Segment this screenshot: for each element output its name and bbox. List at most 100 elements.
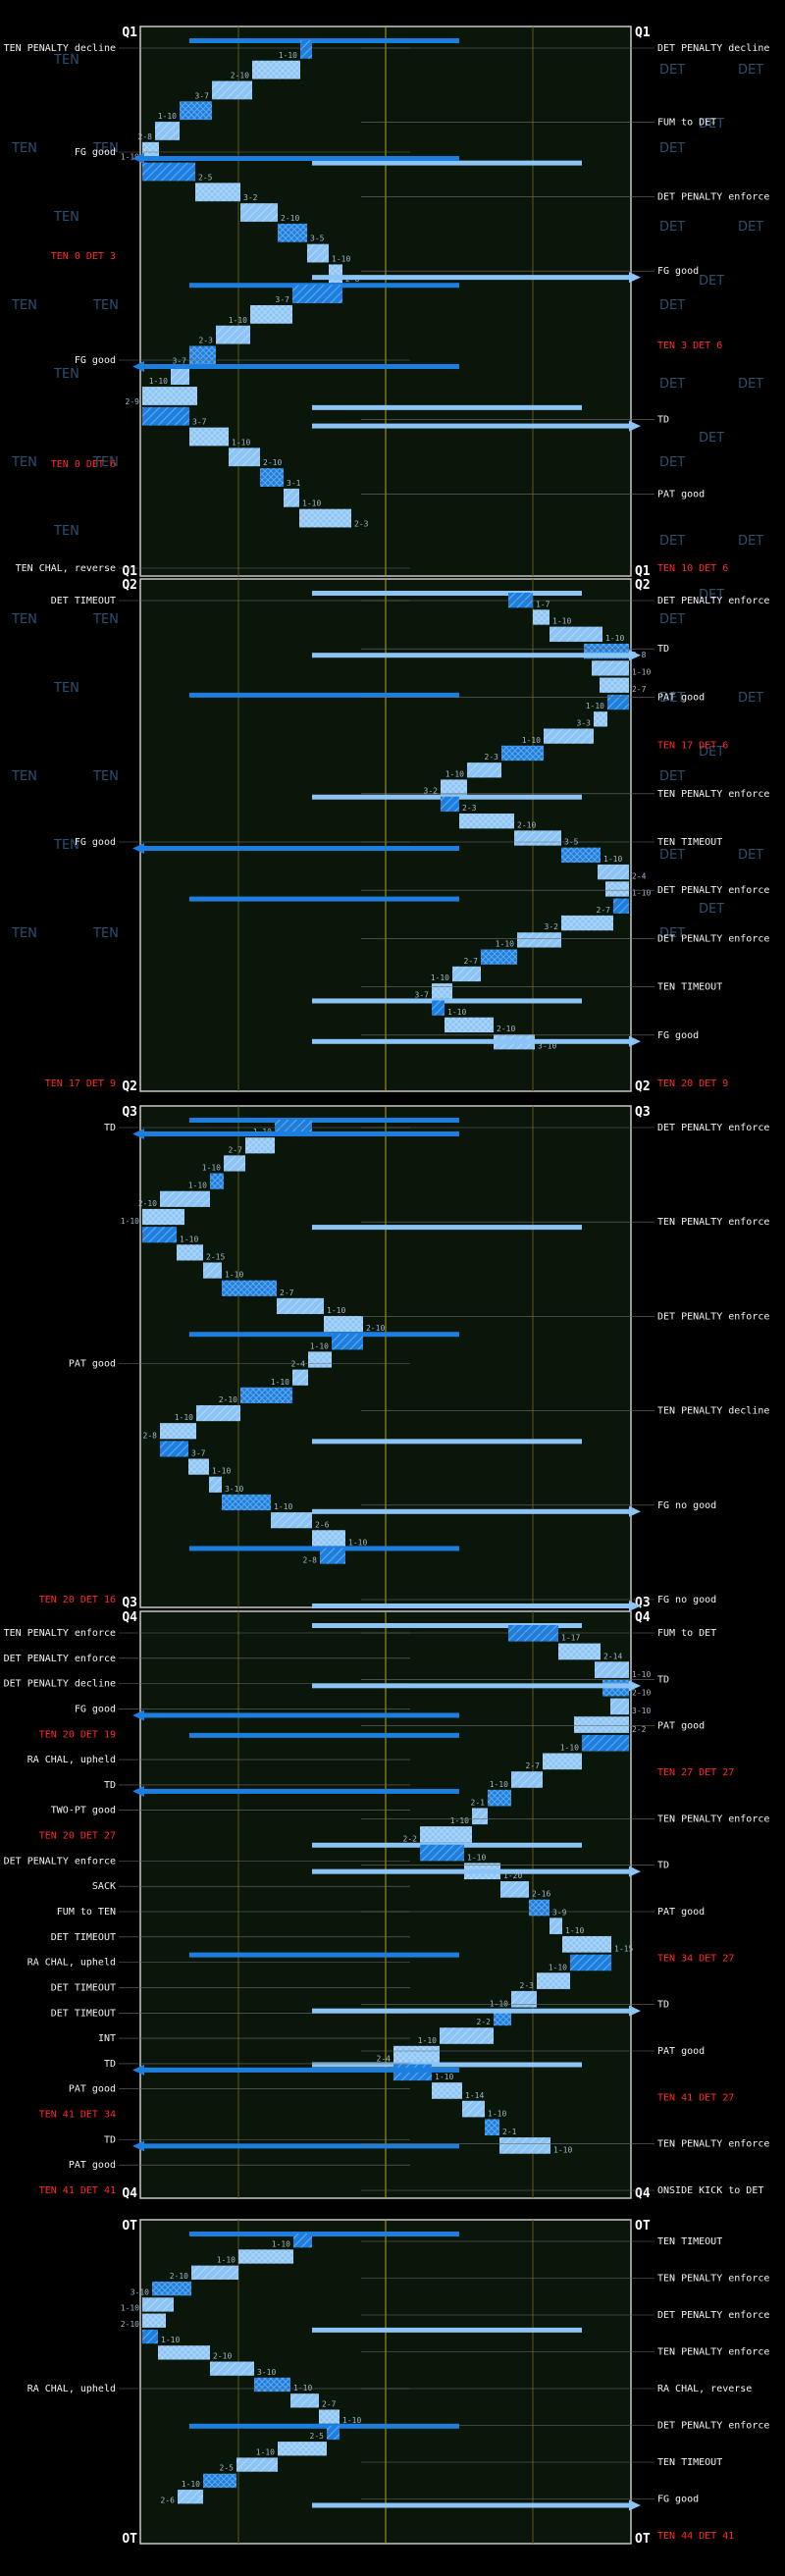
quarter-label: OT — [635, 2219, 651, 2234]
down-distance-label: 1-10 — [632, 1670, 651, 1679]
play-bar-pattern — [598, 864, 629, 880]
event-label: TEN CHAL, reverse — [16, 563, 116, 574]
event-label: TEN PENALTY enforce — [657, 1814, 769, 1824]
down-distance-label: 1-10 — [158, 112, 177, 121]
quarter-label: Q3 — [635, 1596, 651, 1610]
down-distance-label: 2-10 — [632, 1689, 651, 1698]
play-bar-pattern — [485, 2119, 499, 2136]
down-distance-label: 1-10 — [605, 634, 624, 643]
play-bar-pattern — [196, 1404, 240, 1422]
quarter-q3: Q3 Q3 Q3 Q3 1-10 2-7 1-10 1-10 2-10 1-10 1-10 2-15 1… — [39, 1105, 769, 1611]
watermark-team-right: DET — [699, 588, 724, 603]
event-label: FG no good — [657, 1500, 716, 1511]
event-label: TEN TIMEOUT — [657, 2457, 722, 2468]
play-bar-pattern — [550, 1918, 562, 1934]
play-bar-pattern — [299, 508, 351, 528]
score-label: TEN 20 DET 16 — [39, 1595, 116, 1605]
down-distance-label: 2-16 — [532, 1890, 550, 1899]
down-distance-label: 2-7 — [526, 1761, 541, 1770]
play-bar-pattern — [613, 898, 629, 914]
play-bar-pattern — [254, 2377, 290, 2392]
play-bar-pattern — [420, 1826, 472, 1843]
watermark-team-left: TEN — [92, 141, 119, 156]
down-distance-label: 1-10 — [552, 617, 571, 626]
possession-bar — [189, 1332, 459, 1338]
possession-bar — [312, 2062, 582, 2068]
possession-bar — [189, 1732, 459, 1738]
play-bar-pattern — [160, 1190, 210, 1207]
event-label: TD — [104, 2059, 116, 2070]
down-distance-label: 2-7 — [597, 906, 611, 915]
play-bar-pattern — [308, 1351, 332, 1368]
down-distance-label: 3-2 — [243, 193, 258, 202]
play-bar-pattern — [224, 1155, 245, 1172]
possession-bar — [312, 2327, 582, 2333]
event-label: DET PENALTY enforce — [657, 1123, 769, 1133]
play-bar-pattern — [501, 745, 544, 762]
quarter-label: Q4 — [122, 1610, 137, 1625]
watermark-team-left: TEN — [92, 455, 119, 470]
play-bar-pattern — [250, 305, 292, 324]
score-arrow — [132, 153, 144, 164]
play-bar-pattern — [499, 2137, 550, 2154]
event-label: FG good — [657, 1030, 699, 1041]
down-distance-label: 3-7 — [415, 990, 430, 999]
play-bar-pattern — [222, 1280, 277, 1296]
play-bar-pattern — [152, 2281, 191, 2296]
down-distance-label: 2-4 — [377, 2054, 392, 2063]
down-distance-label: 3-1 — [287, 479, 301, 488]
down-distance-label: 1-10 — [149, 377, 168, 386]
down-distance-label: 2-8 — [303, 1556, 318, 1565]
event-label: DET PENALTY enforce — [657, 933, 769, 944]
down-distance-label: 1-10 — [418, 2036, 437, 2045]
down-distance-label: 2-15 — [206, 1252, 225, 1261]
down-distance-label: 1-10 — [121, 2304, 139, 2313]
event-label: FG good — [75, 355, 116, 366]
quarter-label: Q1 — [635, 26, 651, 40]
play-bar-pattern — [462, 2100, 485, 2118]
play-bar-pattern — [160, 1423, 196, 1440]
play-bar-pattern — [500, 1881, 529, 1898]
down-distance-label: 2-7 — [229, 1145, 243, 1154]
possession-bar — [312, 1225, 582, 1231]
play-bar-pattern — [467, 762, 501, 778]
watermark-team-left: TEN — [11, 141, 37, 156]
play-bar-pattern — [252, 60, 300, 79]
quarter-label: Q1 — [635, 564, 651, 579]
play-bar-pattern — [543, 1753, 582, 1770]
event-label: TD — [104, 2134, 116, 2145]
play-bar-pattern — [332, 1334, 363, 1350]
quarter-label: Q3 — [122, 1596, 137, 1610]
play-bar-pattern — [494, 2009, 511, 2026]
play-bar-pattern — [277, 1297, 324, 1315]
down-distance-label: 1-10 — [232, 438, 250, 447]
quarter-label: Q4 — [635, 1610, 651, 1625]
down-distance-label: 3-2 — [424, 787, 439, 796]
event-label: PAT good — [657, 489, 705, 499]
play-bar-pattern — [240, 1387, 292, 1403]
quarter-label: OT — [635, 2532, 651, 2547]
play-bar-pattern — [238, 2249, 293, 2264]
down-distance-label: 2-10 — [517, 820, 536, 829]
event-label: TEN PENALTY enforce — [657, 2139, 769, 2150]
event-label: PAT good — [657, 1907, 705, 1918]
play-bar-pattern — [562, 1935, 611, 1953]
down-distance-label: 1-10 — [302, 499, 321, 508]
watermark-team-right: DET — [738, 220, 763, 235]
event-label: FUM to DET — [657, 118, 716, 129]
play-bar-pattern — [236, 2457, 278, 2472]
watermark-team-right: DET — [659, 220, 685, 235]
watermark-team-right: DET — [659, 377, 685, 392]
event-label: DET PENALTY enforce — [657, 2310, 769, 2321]
score-arrow — [629, 272, 641, 284]
down-distance-label: 2-10 — [366, 1324, 385, 1333]
play-bar-pattern — [610, 1698, 629, 1715]
play-bar-pattern — [594, 711, 607, 727]
watermark-team-left: TEN — [92, 612, 119, 627]
play-bar-pattern — [142, 1208, 184, 1226]
down-distance-label: 1-10 — [279, 51, 297, 60]
down-distance-label: 1-7 — [536, 600, 550, 608]
quarter-label: Q4 — [122, 2186, 137, 2201]
quarter-label: Q1 — [122, 564, 137, 579]
play-bar-pattern — [171, 366, 189, 386]
